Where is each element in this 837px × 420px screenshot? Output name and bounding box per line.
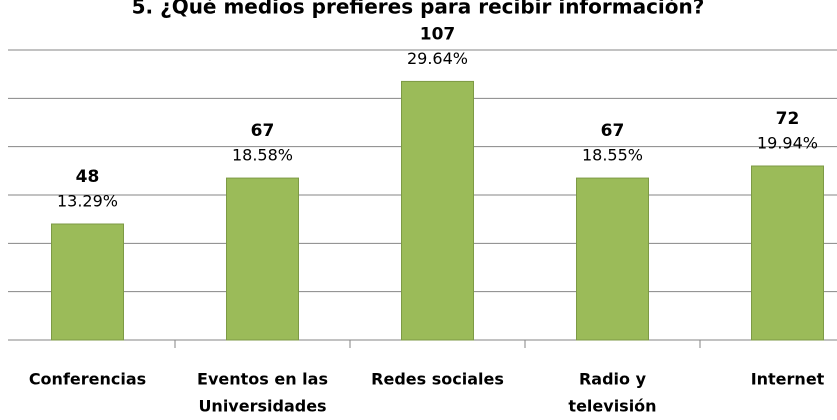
x-tick-label: Redes sociales <box>371 370 504 389</box>
value-label: 67 <box>251 121 275 141</box>
percent-label: 18.58% <box>232 146 293 165</box>
x-tick-label: televisión <box>568 397 656 416</box>
bar <box>751 165 824 341</box>
value-label: 67 <box>601 121 625 141</box>
percent-label: 29.64% <box>407 49 468 68</box>
percent-label: 19.94% <box>757 134 818 153</box>
value-label: 107 <box>420 24 456 44</box>
x-tick-label: Eventos en las <box>197 370 328 389</box>
percent-label: 18.55% <box>582 146 643 165</box>
bar <box>51 223 124 341</box>
x-tick-label: Universidades <box>198 397 326 416</box>
value-label: 72 <box>776 109 800 129</box>
x-tick-label: Conferencias <box>29 370 146 389</box>
percent-label: 13.29% <box>57 192 118 211</box>
bar <box>576 177 649 341</box>
x-tick-label: Radio y <box>579 370 647 389</box>
bar <box>401 80 474 341</box>
bar <box>226 177 299 341</box>
chart-title: 5. ¿Qué medios prefieres para recibir in… <box>132 0 705 19</box>
value-label: 48 <box>76 167 100 187</box>
x-tick-label: Internet <box>751 370 825 389</box>
